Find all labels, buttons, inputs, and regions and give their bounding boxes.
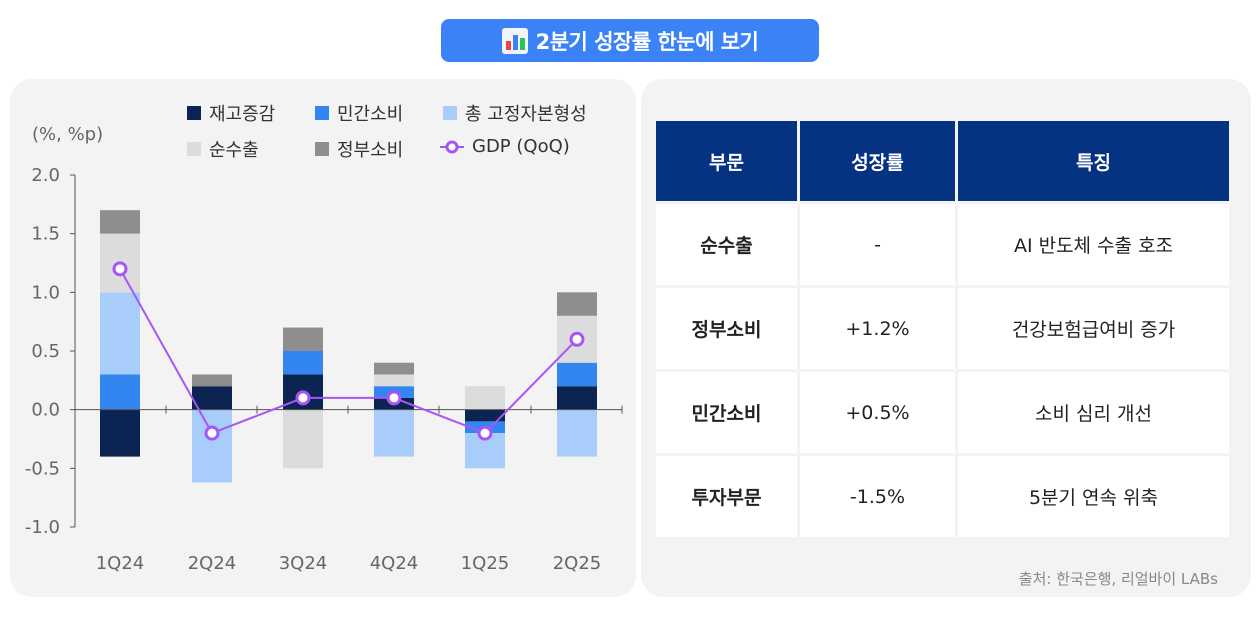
x-tick-label: 4Q24 xyxy=(370,553,419,574)
bar-segment xyxy=(100,374,140,410)
stacked-bar-chart: 2.0 1.5 1.0 0.5 0.0 -0.5 -1.0 1Q24 2Q24 3Q24 4Q24 1… xyxy=(25,165,623,574)
bar-segment xyxy=(283,327,323,351)
gdp-line xyxy=(119,268,578,435)
legend-item-private-consumption: 민간소비 xyxy=(315,100,403,126)
legend-swatch xyxy=(443,106,457,120)
legend-item-gdp: GDP (QoQ) xyxy=(440,136,570,157)
legend-swatch xyxy=(187,142,201,156)
legend-line-marker xyxy=(440,140,464,153)
table-row: 순수출 - AI 반도체 수출 호조 xyxy=(656,204,1229,285)
bar-segment xyxy=(100,292,140,375)
table-cell-sector: 정부소비 xyxy=(656,288,797,369)
legend-swatch xyxy=(187,106,201,120)
bar-segment xyxy=(374,374,414,387)
page-title: 2분기 성장률 한눈에 보기 xyxy=(535,29,759,54)
legend-item-government: 정부소비 xyxy=(315,136,403,162)
bar-segment xyxy=(557,292,597,316)
y-tick-label: -1.0 xyxy=(25,517,60,538)
table-cell-rate: -1.5% xyxy=(800,456,955,537)
gdp-point xyxy=(112,261,128,277)
legend-item-net-exports: 순수출 xyxy=(187,136,259,162)
legend-item-fixed-capital: 총 고정자본형성 xyxy=(443,100,587,126)
table-header-cell: 부문 xyxy=(656,121,797,201)
table-cell-rate: - xyxy=(800,204,955,285)
table-cell-rate: +1.2% xyxy=(800,288,955,369)
table-cell-feature: 소비 심리 개선 xyxy=(958,372,1229,453)
table-cell-sector: 순수출 xyxy=(656,204,797,285)
table-cell-sector: 투자부문 xyxy=(656,456,797,537)
bar-segment xyxy=(100,210,140,234)
table-header-row: 부문 성장률 특징 xyxy=(656,121,1229,201)
bar-chart-icon xyxy=(501,27,528,54)
bar-segment xyxy=(100,409,140,457)
y-tick-label: 1.5 xyxy=(31,224,60,245)
y-tick-label: 2.0 xyxy=(31,165,60,186)
legend-label: 총 고정자본형성 xyxy=(465,104,587,125)
bar-segment xyxy=(465,409,505,422)
table-row: 민간소비 +0.5% 소비 심리 개선 xyxy=(656,372,1229,453)
growth-table: 부문 성장률 특징 순수출 - AI 반도체 수출 호조 정부소비 +1.2% … xyxy=(653,118,1232,540)
gdp-point xyxy=(569,331,585,347)
legend-label: 순수출 xyxy=(209,140,259,161)
x-tick-label: 1Q25 xyxy=(461,553,510,574)
table-cell-feature: 5분기 연속 위축 xyxy=(958,456,1229,537)
bar-segment xyxy=(192,386,232,410)
bar-segment xyxy=(557,386,597,410)
gdp-point xyxy=(386,390,402,406)
source-note: 출처: 한국은행, 리얼바이 LABs xyxy=(1018,570,1218,588)
legend-label: GDP (QoQ) xyxy=(472,136,570,157)
legend-item-inventory: 재고증감 xyxy=(187,100,275,126)
bar-segment xyxy=(283,409,323,469)
table-cell-feature: 건강보험급여비 증가 xyxy=(958,288,1229,369)
y-tick-label: 1.0 xyxy=(31,282,60,303)
bar-segment xyxy=(557,362,597,387)
legend-label: 정부소비 xyxy=(337,140,404,161)
table-cell-feature: AI 반도체 수출 호조 xyxy=(958,204,1229,285)
title-banner: 2분기 성장률 한눈에 보기 xyxy=(441,19,819,62)
legend-label: 재고증감 xyxy=(209,104,276,125)
table-row: 정부소비 +1.2% 건강보험급여비 증가 xyxy=(656,288,1229,369)
table-header-cell: 특징 xyxy=(958,121,1229,201)
gdp-point xyxy=(204,425,220,441)
table-header-cell: 성장률 xyxy=(800,121,955,201)
x-tick-label: 2Q24 xyxy=(188,553,237,574)
legend-label: 민간소비 xyxy=(337,104,404,125)
y-tick-label: -0.5 xyxy=(25,458,60,479)
bar-segment xyxy=(192,409,232,483)
table-row: 투자부문 -1.5% 5분기 연속 위축 xyxy=(656,456,1229,537)
table-cell-sector: 민간소비 xyxy=(656,372,797,453)
x-tick-label: 2Q25 xyxy=(553,553,602,574)
table-cell-rate: +0.5% xyxy=(800,372,955,453)
bar-segment xyxy=(283,351,323,375)
x-tick-label: 3Q24 xyxy=(279,553,328,574)
gdp-point xyxy=(477,425,493,441)
y-tick-label: 0.0 xyxy=(31,400,60,421)
bar-segment xyxy=(374,362,414,375)
y-tick-label: 0.5 xyxy=(31,341,60,362)
legend-swatch xyxy=(315,142,329,156)
gdp-point xyxy=(295,390,311,406)
unit-label: (%, %p) xyxy=(32,124,104,145)
bar-segment xyxy=(192,374,232,387)
x-tick-label: 1Q24 xyxy=(96,553,145,574)
legend-swatch xyxy=(315,106,329,120)
bar-segment xyxy=(465,386,505,410)
bar-segment xyxy=(374,409,414,457)
bar-segment xyxy=(557,409,597,457)
